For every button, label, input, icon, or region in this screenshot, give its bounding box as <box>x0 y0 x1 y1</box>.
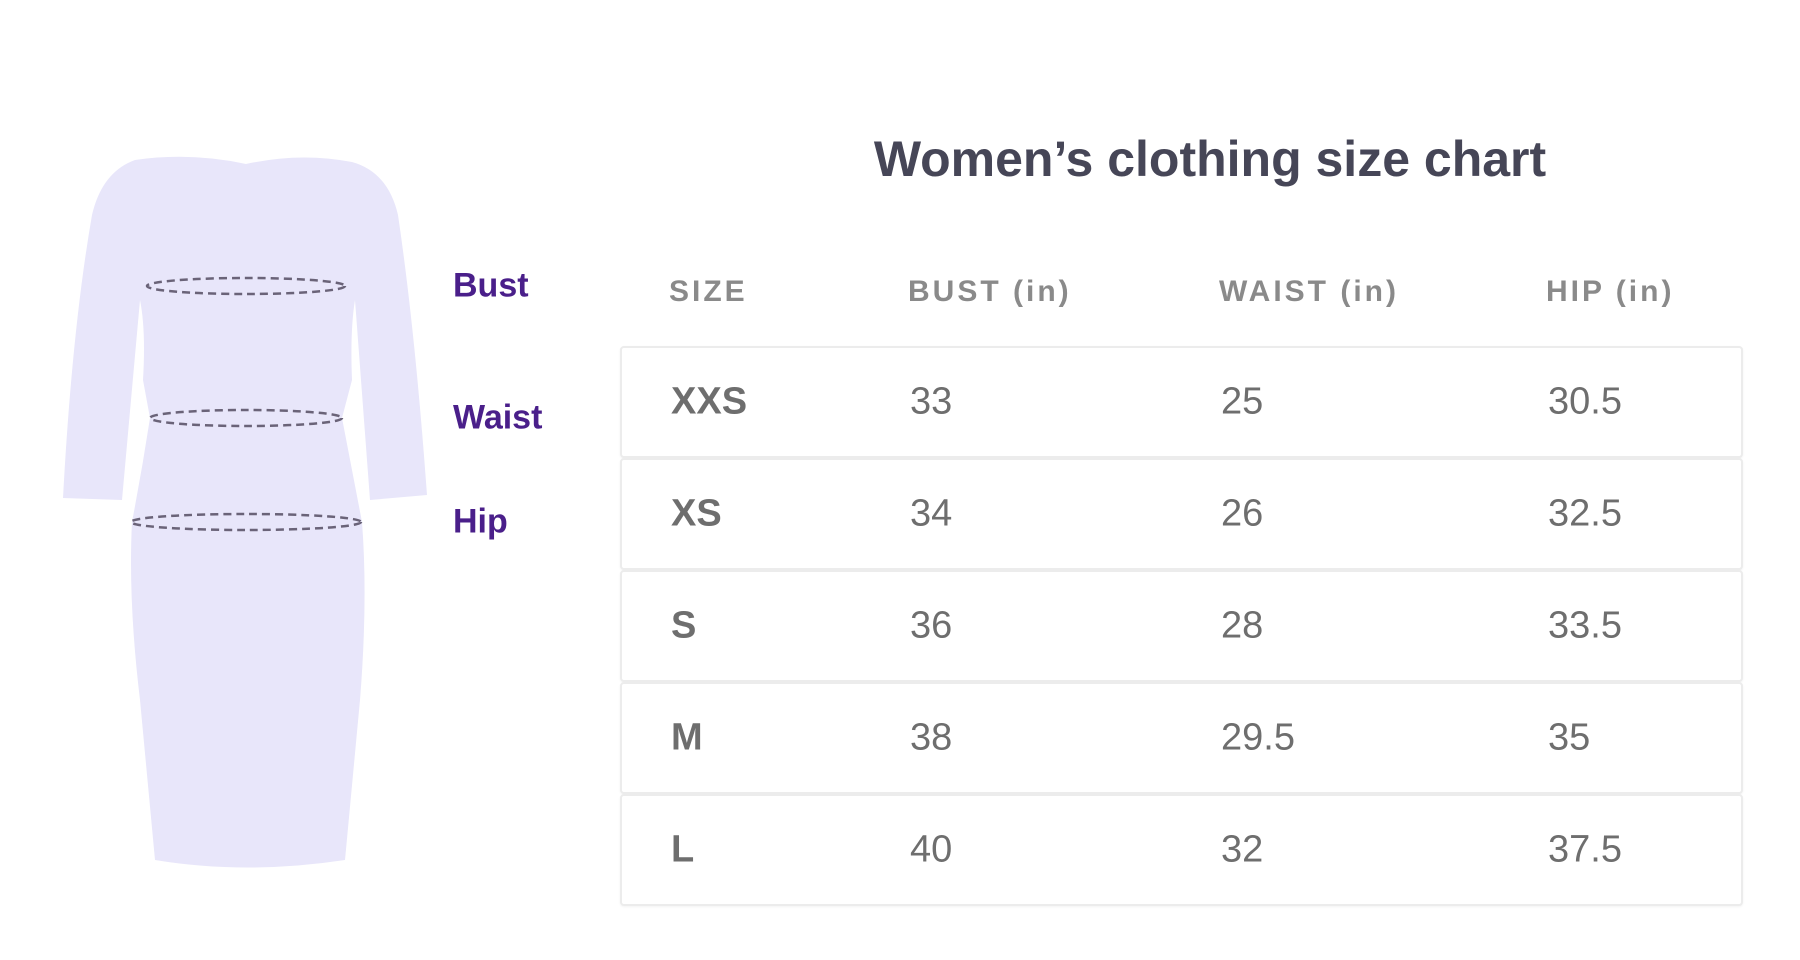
size-table: XXS 33 25 30.5 XS 34 26 32.5 S 36 28 33.5 M 38 29.5 35 L… <box>620 346 1743 906</box>
cell-size: XS <box>671 492 722 535</box>
header-waist: WAIST (in) <box>1219 275 1399 308</box>
cell-hip: 33.5 <box>1548 604 1622 647</box>
table-row: S 36 28 33.5 <box>620 570 1743 682</box>
waist-label: Waist <box>453 398 543 437</box>
bust-line <box>145 276 347 296</box>
cell-bust: 40 <box>910 828 953 871</box>
cell-size: L <box>671 828 695 871</box>
header-hip: HIP (in) <box>1546 275 1675 308</box>
cell-bust: 38 <box>910 716 953 759</box>
table-row: XS 34 26 32.5 <box>620 458 1743 570</box>
cell-hip: 37.5 <box>1548 828 1622 871</box>
cell-hip: 30.5 <box>1548 380 1622 423</box>
hip-line <box>129 512 363 532</box>
cell-waist: 32 <box>1221 828 1264 871</box>
header-size: SIZE <box>669 275 748 308</box>
cell-bust: 34 <box>910 492 953 535</box>
table-row: M 38 29.5 35 <box>620 682 1743 794</box>
cell-waist: 29.5 <box>1221 716 1295 759</box>
hip-label: Hip <box>453 502 508 541</box>
cell-bust: 33 <box>910 380 953 423</box>
table-row: L 40 32 37.5 <box>620 794 1743 906</box>
dress-shape <box>63 156 427 868</box>
bust-label: Bust <box>453 266 529 305</box>
cell-waist: 26 <box>1221 492 1264 535</box>
cell-hip: 32.5 <box>1548 492 1622 535</box>
page-title: Women’s clothing size chart <box>873 131 1547 187</box>
dress-illustration <box>63 156 427 868</box>
table-row: XXS 33 25 30.5 <box>620 346 1743 458</box>
cell-hip: 35 <box>1548 716 1591 759</box>
cell-size: XXS <box>671 380 748 423</box>
waist-line <box>148 408 344 428</box>
cell-waist: 25 <box>1221 380 1264 423</box>
cell-size: S <box>671 604 697 647</box>
cell-bust: 36 <box>910 604 953 647</box>
header-bust: BUST (in) <box>908 275 1072 308</box>
cell-waist: 28 <box>1221 604 1264 647</box>
cell-size: M <box>671 716 703 759</box>
